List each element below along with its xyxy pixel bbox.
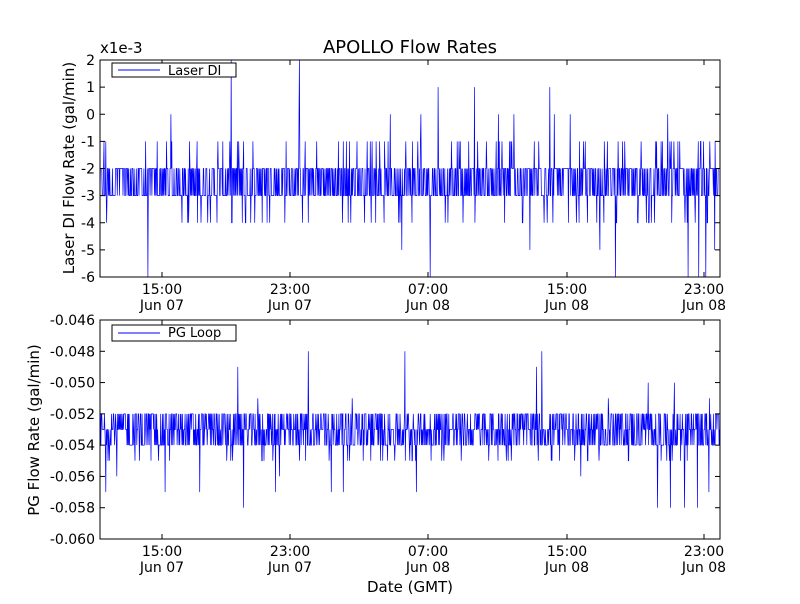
laser-di-trace: [99, 59, 720, 278]
pg-loop-legend: PG Loop: [111, 324, 237, 342]
pg-loop-y-tick-label: -0.052: [50, 407, 95, 423]
laser-di-y-tick-label: -3: [81, 189, 95, 205]
pg-loop-y-ticks: -0.046 -0.048 -0.050 -0.052 -0.054 -0.056 -0.0…: [50, 313, 720, 548]
pg-loop-x-tick-time: 23:00: [684, 544, 724, 560]
laser-di-x-tick-time: 23:00: [270, 282, 310, 298]
laser-di-scale-note: x1e-3: [100, 39, 143, 57]
pg-loop-y-axis-label: PG Flow Rate (gal/min): [25, 344, 43, 516]
laser-di-legend-label: Laser DI: [168, 64, 221, 79]
pg-loop-legend-box: [111, 324, 237, 342]
laser-di-x-tick-date: Jun 08: [544, 298, 589, 314]
pg-loop-y-tick-label: -0.060: [50, 532, 95, 548]
pg-loop-x-tick-date: Jun 08: [544, 560, 589, 576]
laser-di-x-tick-date: Jun 08: [405, 298, 450, 314]
laser-di-legend: Laser DI: [111, 62, 237, 79]
laser-di-x-tick-date: Jun 07: [267, 298, 312, 314]
pg-loop-x-tick-time: 15:00: [547, 544, 587, 560]
x-axis-label: Date (GMT): [367, 578, 453, 596]
pg-loop-panel: -0.046 -0.048 -0.050 -0.052 -0.054 -0.056 -0.0…: [25, 313, 726, 596]
laser-di-y-tick-label: 1: [86, 80, 95, 96]
pg-loop-series: [99, 351, 721, 508]
pg-loop-x-tick-time: 15:00: [142, 544, 182, 560]
pg-loop-axes-frame: [99, 319, 721, 540]
pg-loop-y-tick-label: -0.056: [50, 469, 95, 485]
laser-di-x-tick-time: 23:00: [684, 282, 724, 298]
pg-loop-x-tick-date: Jun 08: [405, 560, 450, 576]
laser-di-x-tick-time: 07:00: [408, 282, 448, 298]
laser-di-y-tick-label: 2: [86, 53, 95, 69]
chart-title: APOLLO Flow Rates: [323, 37, 497, 58]
laser-di-x-tick-date: Jun 08: [681, 298, 726, 314]
pg-loop-y-tick-label: -0.050: [50, 376, 95, 392]
laser-di-series: [99, 59, 720, 278]
laser-di-x-tick-time: 15:00: [142, 282, 182, 298]
laser-di-legend-box: [111, 62, 237, 78]
pg-loop-y-tick-label: -0.048: [50, 344, 95, 360]
pg-loop-x-tick-date: Jun 07: [139, 560, 184, 576]
laser-di-x-tick-date: Jun 07: [139, 298, 184, 314]
pg-loop-x-tick-date: Jun 08: [681, 560, 726, 576]
laser-di-y-axis-label: Laser DI Flow Rate (gal/min): [60, 62, 78, 274]
pg-loop-trace: [99, 351, 721, 508]
pg-loop-legend-label: PG Loop: [168, 326, 221, 341]
pg-loop-x-tick-time: 07:00: [408, 544, 448, 560]
laser-di-y-tick-label: -4: [81, 216, 95, 232]
pg-loop-y-tick-label: -0.046: [50, 313, 95, 329]
laser-di-x-tick-time: 15:00: [547, 282, 587, 298]
pg-loop-y-tick-label: -0.058: [50, 501, 95, 517]
laser-di-y-tick-label: -6: [81, 270, 95, 286]
laser-di-y-tick-label: -5: [81, 243, 95, 259]
laser-di-y-ticks: 2 1 0 -1 -2 -3 -4 -5 -6: [81, 53, 720, 286]
pg-loop-y-tick-label: -0.054: [50, 438, 95, 454]
laser-di-y-tick-label: -1: [81, 134, 95, 150]
laser-di-y-tick-label: 0: [86, 107, 95, 123]
pg-loop-x-tick-date: Jun 07: [267, 560, 312, 576]
pg-loop-x-tick-time: 23:00: [270, 544, 310, 560]
laser-di-y-tick-label: -2: [81, 162, 95, 178]
